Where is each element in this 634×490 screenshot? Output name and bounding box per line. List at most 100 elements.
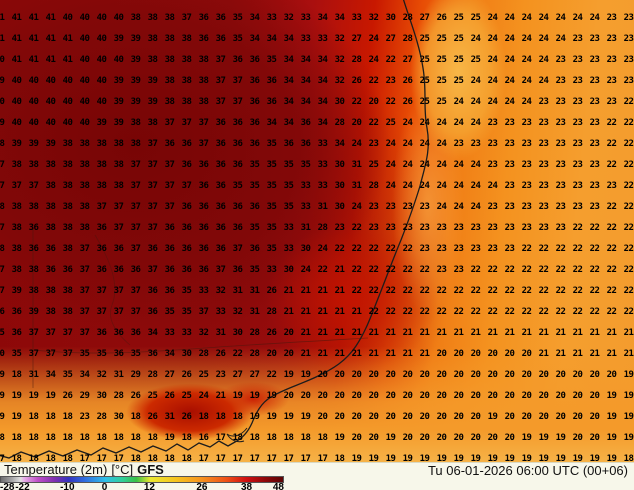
temperature-value: 36 xyxy=(198,222,209,233)
temperature-value: 35 xyxy=(283,201,294,212)
temperature-value: 22 xyxy=(402,243,413,254)
temperature-value: 36 xyxy=(232,138,243,149)
temperature-value: 21 xyxy=(606,348,617,359)
temperature-value: 36 xyxy=(232,222,243,233)
temperature-value: 22 xyxy=(436,306,447,317)
temperature-value: 19 xyxy=(487,453,498,463)
temperature-value: 35 xyxy=(181,306,192,317)
temperature-value: 21 xyxy=(538,348,549,359)
temperature-value: 37 xyxy=(0,180,5,191)
temperature-value: 21 xyxy=(317,348,328,359)
temperature-value: 21 xyxy=(419,348,430,359)
temperature-value: 24 xyxy=(436,117,447,128)
temperature-value: 40 xyxy=(0,54,5,65)
temperature-value: 30 xyxy=(96,390,107,401)
temperature-value: 26 xyxy=(351,75,362,86)
temperature-value: 21 xyxy=(572,348,583,359)
temperature-value: 20 xyxy=(419,432,430,443)
temperature-value: 36 xyxy=(130,327,141,338)
temperature-value: 24 xyxy=(470,96,481,107)
temperature-value: 20 xyxy=(572,390,583,401)
temperature-value: 21 xyxy=(589,348,600,359)
temperature-value: 36 xyxy=(249,117,260,128)
temperature-value: 23 xyxy=(436,222,447,233)
temperature-value: 35 xyxy=(266,201,277,212)
temperature-value: 17 xyxy=(0,453,5,463)
temperature-value: 36 xyxy=(147,348,158,359)
temperature-value: 18 xyxy=(249,432,260,443)
temperature-value: 23 xyxy=(589,96,600,107)
temperature-value: 33 xyxy=(215,306,226,317)
temperature-value: 25 xyxy=(419,96,430,107)
temperature-value: 33 xyxy=(283,243,294,254)
temperature-value: 23 xyxy=(487,222,498,233)
temperature-value: 23 xyxy=(623,33,634,44)
temperature-value: 33 xyxy=(317,180,328,191)
temperature-value: 36 xyxy=(0,306,5,317)
temperature-value: 22 xyxy=(504,285,515,296)
temperature-value: 36 xyxy=(232,201,243,212)
scale-tick-label: 12 xyxy=(143,482,155,490)
temperature-value: 31 xyxy=(317,201,328,212)
temperature-value: 22 xyxy=(402,285,413,296)
temperature-value: 20 xyxy=(487,348,498,359)
temperature-value: 41 xyxy=(11,54,22,65)
temperature-value: 22 xyxy=(589,306,600,317)
temperature-value: 24 xyxy=(402,138,413,149)
temperature-value: 21 xyxy=(368,327,379,338)
temperature-value: 23 xyxy=(521,159,532,170)
temperature-value: 23 xyxy=(572,201,583,212)
temperature-value: 39 xyxy=(0,117,5,128)
grid-row: 40 41 41 41 41 40 40 40 39 38 38 38 38 37 36 36 35 34 34 34… xyxy=(0,49,634,70)
temperature-value: 23 xyxy=(504,117,515,128)
temperature-value: 22 xyxy=(419,264,430,275)
temperature-value: 40 xyxy=(62,12,73,23)
temperature-value: 28 xyxy=(266,306,277,317)
temperature-value: 36 xyxy=(164,222,175,233)
temperature-value: 38 xyxy=(45,180,56,191)
temperature-value: 37 xyxy=(215,264,226,275)
temperature-value: 38 xyxy=(130,117,141,128)
temperature-value: 24 xyxy=(487,54,498,65)
temperature-value: 23 xyxy=(623,54,634,65)
temperature-value: 26 xyxy=(181,411,192,422)
temperature-value: 22 xyxy=(606,222,617,233)
legend-bar: Temperature (2m) [°C] GFS Tu 06-01-2026 06… xyxy=(0,462,634,490)
temperature-value: 38 xyxy=(0,138,5,149)
temperature-value: 39 xyxy=(113,75,124,86)
temperature-value: 21 xyxy=(283,285,294,296)
temperature-value: 36 xyxy=(232,117,243,128)
temperature-value: 22 xyxy=(368,285,379,296)
temperature-value: 18 xyxy=(181,453,192,463)
temperature-value: 38 xyxy=(62,201,73,212)
temperature-value: 21 xyxy=(334,327,345,338)
temperature-value: 23 xyxy=(589,159,600,170)
temperature-value: 35 xyxy=(266,138,277,149)
temperature-value: 25 xyxy=(147,390,158,401)
temperature-value: 40 xyxy=(79,12,90,23)
temperature-value: 40 xyxy=(11,75,22,86)
temperature-value: 38 xyxy=(181,33,192,44)
temperature-value: 21 xyxy=(300,348,311,359)
temperature-value: 22 xyxy=(623,243,634,254)
grid-row: 17 18 18 18 18 17 17 17 18 18 18 18 17 17 17 17 17 17 17 17… xyxy=(0,448,634,463)
temperature-value: 34 xyxy=(164,348,175,359)
temperature-value: 37 xyxy=(28,327,39,338)
temperature-value: 41 xyxy=(28,12,39,23)
temperature-value: 23 xyxy=(504,201,515,212)
temperature-value: 31 xyxy=(249,285,260,296)
temperature-value: 22 xyxy=(606,138,617,149)
temperature-value: 24 xyxy=(453,201,464,212)
temperature-value: 24 xyxy=(470,75,481,86)
temperature-value: 39 xyxy=(113,117,124,128)
temperature-value: 20 xyxy=(419,411,430,422)
temperature-value: 36 xyxy=(249,243,260,254)
temperature-value: 24 xyxy=(521,75,532,86)
temperature-value: 36 xyxy=(283,138,294,149)
temperature-value: 22 xyxy=(419,306,430,317)
temperature-value: 38 xyxy=(113,159,124,170)
temperature-value: 21 xyxy=(402,327,413,338)
temperature-value: 35 xyxy=(283,159,294,170)
temperature-value: 24 xyxy=(351,138,362,149)
temperature-value: 24 xyxy=(385,180,396,191)
